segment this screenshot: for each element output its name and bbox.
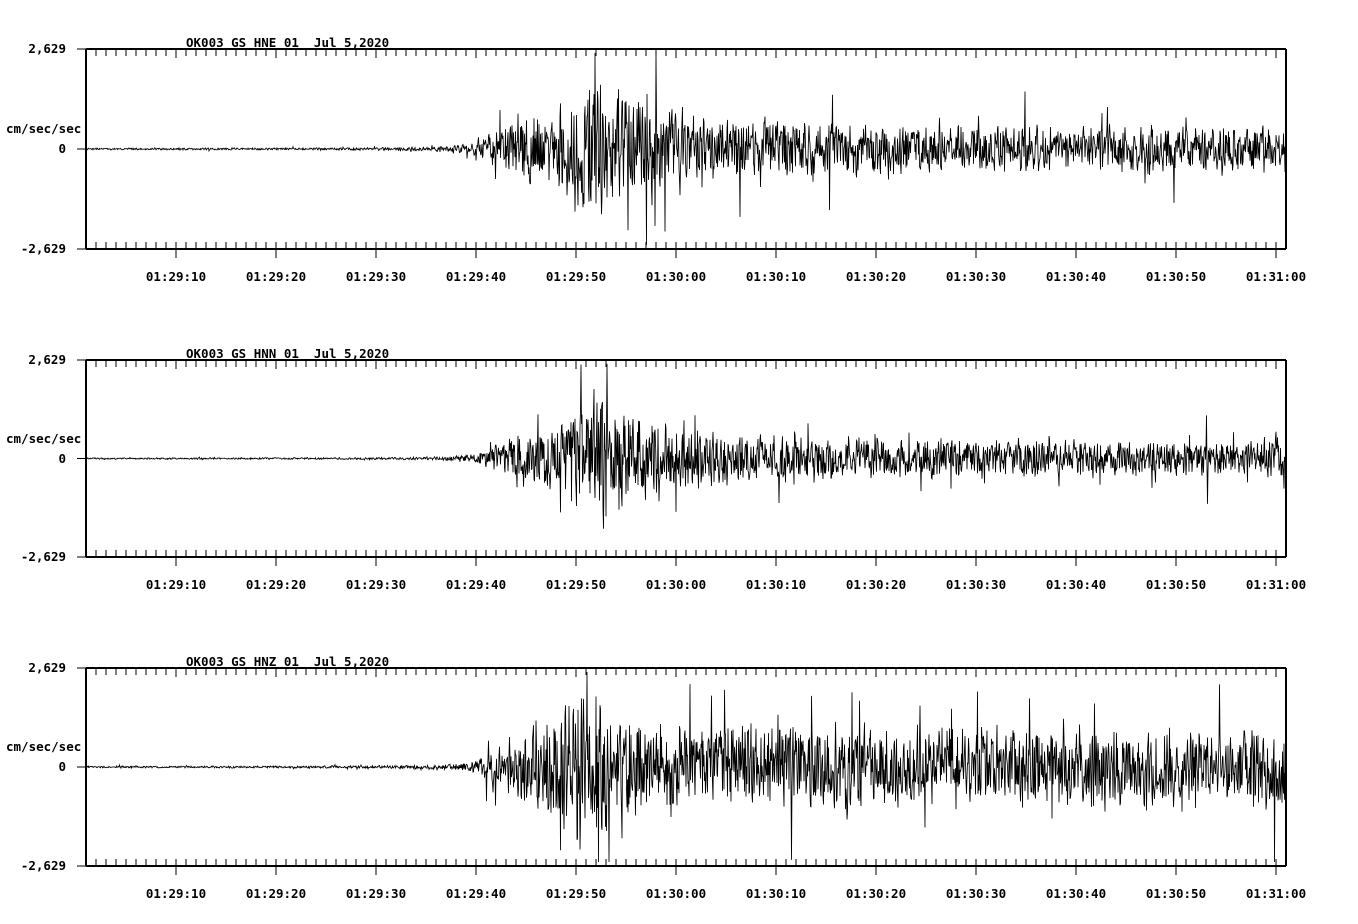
x-tick-label: 01:30:40 [1045,577,1107,592]
x-tick-label: 01:29:30 [345,886,407,901]
panel-title-hnz: OK003_GS_HNZ_01 Jul 5,2020 [186,654,390,669]
x-tick-label: 01:29:10 [145,577,207,592]
x-tick-label: 01:29:10 [145,269,207,284]
y-tick-label-min-hnn: -2,629 [20,549,66,564]
y-tick-label-min-hnz: -2,629 [20,858,66,873]
x-tick-label: 01:29:50 [545,269,607,284]
x-tick-label: 01:30:20 [845,269,907,284]
y-tick-label-zero-hnz: 0 [58,759,66,774]
x-tick-label: 01:30:50 [1145,269,1207,284]
x-tick-label: 01:30:10 [745,886,807,901]
x-tick-label: 01:30:30 [945,577,1007,592]
x-tick-label: 01:30:20 [845,886,907,901]
x-tick-label: 01:29:20 [245,886,307,901]
x-tick-label: 01:30:50 [1145,577,1207,592]
x-tick-label: 01:29:30 [345,577,407,592]
panel-title-hnn: OK003_GS_HNN_01 Jul 5,2020 [186,346,390,361]
x-tick-label: 01:31:00 [1245,886,1307,901]
y-tick-label-max-hne: 2,629 [28,41,66,56]
y-tick-label-min-hne: -2,629 [20,241,66,256]
x-tick-label: 01:30:10 [745,577,807,592]
y-tick-label-max-hnn: 2,629 [28,352,66,367]
x-tick-label: 01:29:50 [545,886,607,901]
x-tick-label: 01:29:50 [545,577,607,592]
y-axis-unit-label-hnz: cm/sec/sec [6,739,82,754]
y-axis-unit-label-hnn: cm/sec/sec [6,430,82,446]
x-tick-label: 01:29:30 [345,269,407,284]
x-tick-label: 01:30:00 [645,577,707,592]
x-tick-label: 01:30:40 [1045,886,1107,901]
x-tick-label: 01:30:00 [645,886,707,901]
y-axis-unit-label-hne: cm/sec/sec [6,121,82,136]
x-tick-label: 01:29:20 [245,269,307,284]
x-tick-label: 01:29:40 [445,577,507,592]
x-tick-label: 01:30:30 [945,269,1007,284]
x-tick-label: 01:30:30 [945,886,1007,901]
waveform-trace-hnz [86,671,1286,863]
x-tick-label: 01:29:40 [445,269,507,284]
waveform-trace-hne [86,52,1286,246]
x-tick-label: 01:31:00 [1245,577,1307,592]
x-tick-label: 01:30:00 [645,269,707,284]
waveform-trace-hnn [86,363,1286,529]
y-tick-label-zero-hne: 0 [58,141,66,156]
x-tick-label: 01:29:10 [145,886,207,901]
y-tick-label-max-hnz: 2,629 [28,660,66,675]
y-tick-label-zero-hnn: 0 [58,450,66,466]
x-tick-label: 01:29:40 [445,886,507,901]
x-tick-label: 01:30:50 [1145,886,1207,901]
x-tick-label: 01:30:40 [1045,269,1107,284]
x-tick-label: 01:30:10 [745,269,807,284]
x-tick-label: 01:29:20 [245,577,307,592]
x-tick-label: 01:30:20 [845,577,907,592]
panel-title-hne: OK003_GS_HNE_01 Jul 5,2020 [186,35,390,50]
x-tick-label: 01:31:00 [1245,269,1307,284]
